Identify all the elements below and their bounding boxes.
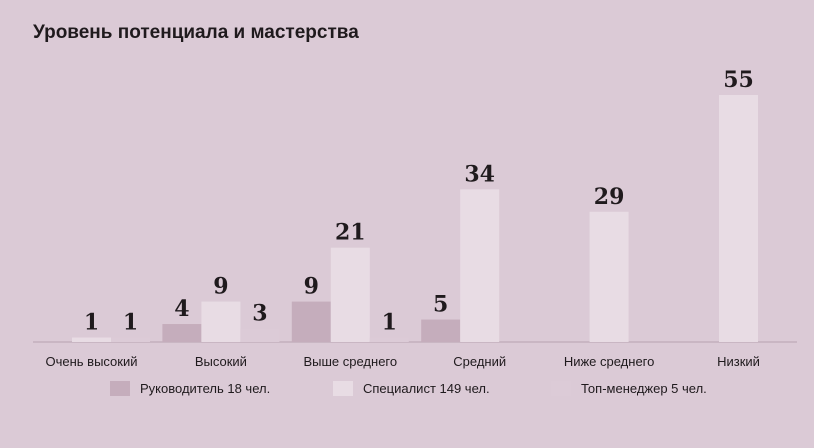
data-label-специалист-149-чел--2: 21 — [335, 220, 366, 246]
legend-item-specialist[interactable]: Специалист 149 чел. — [333, 381, 490, 396]
legend-swatch-rukovoditel — [110, 381, 130, 396]
legend-swatch-top-manager — [551, 381, 571, 396]
x-tick-label-3: Средний — [453, 354, 506, 369]
bar-топ-менеджер-5-чел--0[interactable] — [111, 337, 150, 342]
bar-топ-менеджер-5-чел--2[interactable] — [369, 337, 409, 342]
data-label-руководитель-18-чел--3: 5 — [433, 292, 448, 318]
data-label-специалист-149-чел--5: 55 — [723, 67, 754, 93]
legend-swatch-specialist — [333, 381, 353, 396]
chart-title: Уровень потенциала и мастерства — [33, 22, 359, 43]
bar-специалист-149-чел--5[interactable] — [719, 95, 758, 342]
data-label-топ-менеджер-5-чел--1: 3 — [252, 301, 267, 327]
data-label-специалист-149-чел--0: 1 — [84, 310, 99, 336]
data-label-специалист-149-чел--3: 34 — [464, 161, 495, 187]
x-tick-label-4: Ниже среднего — [564, 354, 655, 369]
x-tick-label-1: Высокий — [195, 354, 247, 369]
chart-legend: Руководитель 18 чел. Специалист 149 чел.… — [0, 381, 814, 401]
x-tick-label-2: Выше среднего — [303, 354, 397, 369]
x-tick-label-0: Очень высокий — [45, 354, 137, 369]
bar-специалист-149-чел--3[interactable] — [460, 189, 500, 342]
data-label-специалист-149-чел--1: 9 — [213, 274, 228, 300]
bar-специалист-149-чел--4[interactable] — [589, 211, 629, 342]
data-label-топ-менеджер-5-чел--0: 1 — [123, 310, 138, 336]
legend-item-top-manager[interactable]: Топ-менеджер 5 чел. — [551, 381, 707, 396]
bar-специалист-149-чел--0[interactable] — [72, 337, 111, 342]
legend-label-specialist: Специалист 149 чел. — [363, 381, 490, 396]
x-tick-label-5: Низкий — [717, 354, 760, 369]
bar-руководитель-18-чел--2[interactable] — [291, 301, 331, 342]
legend-label-top-manager: Топ-менеджер 5 чел. — [581, 381, 707, 396]
bar-специалист-149-чел--2[interactable] — [330, 247, 370, 342]
bar-руководитель-18-чел--1[interactable] — [162, 324, 202, 342]
bar-специалист-149-чел--1[interactable] — [201, 301, 241, 342]
legend-item-rukovoditel[interactable]: Руководитель 18 чел. — [110, 381, 270, 396]
data-label-топ-менеджер-5-чел--2: 1 — [382, 310, 397, 336]
legend-label-rukovoditel: Руководитель 18 чел. — [140, 381, 271, 396]
bar-топ-менеджер-5-чел--1[interactable] — [240, 328, 280, 342]
data-label-специалист-149-чел--4: 29 — [594, 184, 625, 210]
bar-руководитель-18-чел--3[interactable] — [421, 319, 461, 342]
data-label-руководитель-18-чел--1: 4 — [174, 296, 189, 322]
data-label-руководитель-18-чел--2: 9 — [304, 274, 319, 300]
